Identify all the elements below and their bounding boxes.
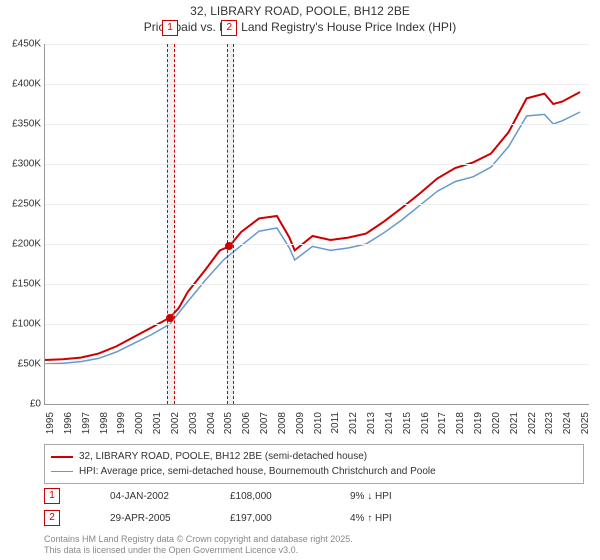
x-axis-label: 2001 [152,412,163,442]
footnote: Contains HM Land Registry data © Crown c… [44,534,353,556]
sale-marker-dot [225,242,233,250]
sale-price: £197,000 [230,513,310,524]
x-axis-label: 2015 [402,412,413,442]
sale-date: 04-JAN-2002 [110,491,190,502]
x-axis-label: 2023 [544,412,555,442]
legend-label: HPI: Average price, semi-detached house,… [79,464,436,479]
sale-marker-1: 1 [44,488,60,504]
x-axis-label: 2013 [366,412,377,442]
x-axis-label: 2004 [206,412,217,442]
sales-table: 1 04-JAN-2002 £108,000 9% ↓ HPI 2 29-APR… [44,488,584,532]
x-axis-label: 1997 [81,412,92,442]
x-axis-label: 2011 [330,412,341,442]
y-axis-label: £450K [3,39,41,50]
x-axis-label: 1998 [99,412,110,442]
x-axis-label: 2003 [188,412,199,442]
sale-delta: 4% ↑ HPI [350,513,430,524]
y-axis-label: £0 [3,399,41,410]
y-axis-label: £100K [3,319,41,330]
x-axis-label: 2010 [313,412,324,442]
title-line-2: Price paid vs. HM Land Registry's House … [0,20,600,36]
x-axis-label: 2018 [455,412,466,442]
x-axis-label: 2025 [580,412,591,442]
legend: 32, LIBRARY ROAD, POOLE, BH12 2BE (semi-… [44,444,584,484]
legend-label: 32, LIBRARY ROAD, POOLE, BH12 2BE (semi-… [79,449,367,464]
sale-delta: 9% ↓ HPI [350,491,430,502]
sale-marker-label: 1 [162,20,178,36]
legend-swatch [51,471,73,472]
sale-marker-2: 2 [44,510,60,526]
sale-marker-label: 2 [221,20,237,36]
x-axis-label: 2019 [473,412,484,442]
x-axis-label: 2007 [259,412,270,442]
x-axis-label: 2002 [170,412,181,442]
footnote-line-2: This data is licensed under the Open Gov… [44,545,353,556]
sale-price: £108,000 [230,491,310,502]
y-axis-label: £300K [3,159,41,170]
x-axis-label: 2008 [277,412,288,442]
x-axis-label: 2022 [527,412,538,442]
y-axis-label: £50K [3,359,41,370]
sale-row: 1 04-JAN-2002 £108,000 9% ↓ HPI [44,488,584,504]
x-axis-label: 2009 [295,412,306,442]
legend-swatch [51,456,73,458]
sale-date: 29-APR-2005 [110,513,190,524]
footnote-line-1: Contains HM Land Registry data © Crown c… [44,534,353,545]
x-axis-label: 1995 [45,412,56,442]
y-axis-label: £150K [3,279,41,290]
y-axis-label: £200K [3,239,41,250]
x-axis-label: 1996 [63,412,74,442]
legend-item-hpi: HPI: Average price, semi-detached house,… [51,464,577,479]
x-axis-label: 2016 [420,412,431,442]
x-axis-label: 2005 [223,412,234,442]
x-axis-label: 2014 [384,412,395,442]
x-axis-label: 2012 [348,412,359,442]
y-axis-label: £400K [3,79,41,90]
legend-item-actual: 32, LIBRARY ROAD, POOLE, BH12 2BE (semi-… [51,449,577,464]
x-axis-label: 2006 [241,412,252,442]
chart-title: 32, LIBRARY ROAD, POOLE, BH12 2BE Price … [0,0,600,35]
y-axis-label: £350K [3,119,41,130]
y-axis-label: £250K [3,199,41,210]
x-axis-label: 2024 [562,412,573,442]
title-line-1: 32, LIBRARY ROAD, POOLE, BH12 2BE [0,4,600,20]
sale-row: 2 29-APR-2005 £197,000 4% ↑ HPI [44,510,584,526]
x-axis-label: 2020 [491,412,502,442]
x-axis-label: 2021 [509,412,520,442]
price-chart: £0£50K£100K£150K£200K£250K£300K£350K£400… [44,44,589,405]
chart-svg [45,44,589,404]
x-axis-label: 2000 [134,412,145,442]
sale-marker-dot [166,314,174,322]
x-axis-label: 2017 [437,412,448,442]
x-axis-label: 1999 [116,412,127,442]
